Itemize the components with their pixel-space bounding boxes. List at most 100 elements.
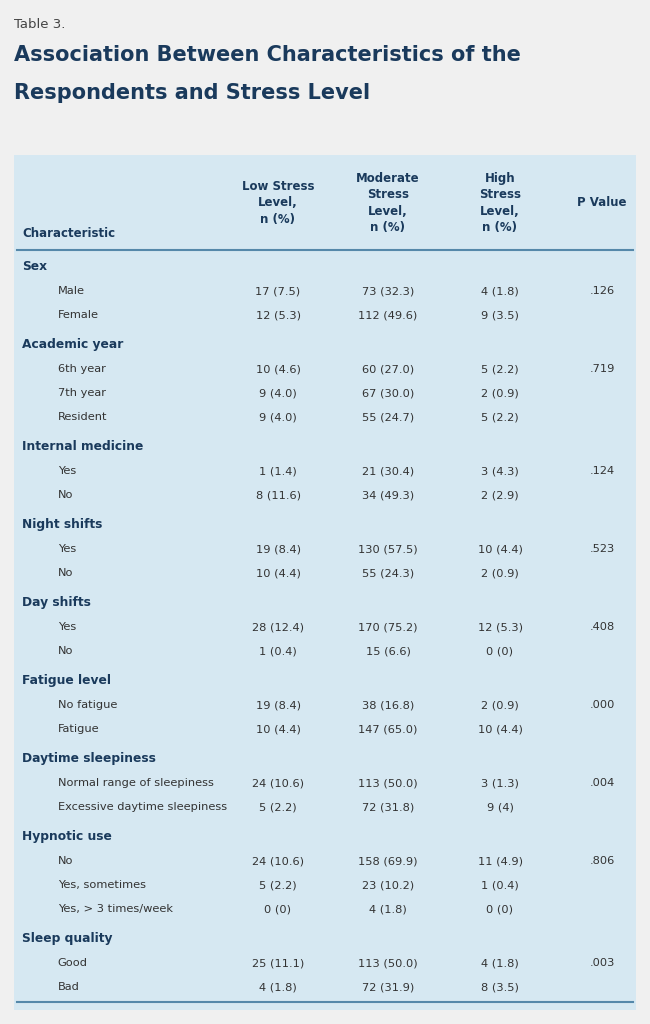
Text: Low Stress
Level,
n (%): Low Stress Level, n (%) <box>242 180 314 226</box>
Text: 113 (50.0): 113 (50.0) <box>358 778 418 788</box>
Text: Male: Male <box>58 286 84 296</box>
Text: Bad: Bad <box>58 982 79 992</box>
Text: 170 (75.2): 170 (75.2) <box>358 622 418 632</box>
Text: 19 (8.4): 19 (8.4) <box>255 700 300 710</box>
Text: 67 (30.0): 67 (30.0) <box>362 388 414 398</box>
Text: Resident: Resident <box>58 412 107 422</box>
Text: 7th year: 7th year <box>58 388 106 398</box>
Text: Sleep quality: Sleep quality <box>22 932 112 945</box>
Text: Moderate
Stress
Level,
n (%): Moderate Stress Level, n (%) <box>356 172 420 234</box>
Text: .523: .523 <box>590 544 615 554</box>
Text: 5 (2.2): 5 (2.2) <box>481 364 519 374</box>
Text: 38 (16.8): 38 (16.8) <box>362 700 414 710</box>
Text: 34 (49.3): 34 (49.3) <box>362 490 414 500</box>
Text: 60 (27.0): 60 (27.0) <box>362 364 414 374</box>
Text: Hypnotic use: Hypnotic use <box>22 830 112 843</box>
Text: Fatigue: Fatigue <box>58 724 99 734</box>
Text: 55 (24.3): 55 (24.3) <box>362 568 414 578</box>
Text: 4 (1.8): 4 (1.8) <box>481 958 519 968</box>
Text: 0 (0): 0 (0) <box>486 904 514 914</box>
Text: 147 (65.0): 147 (65.0) <box>358 724 418 734</box>
Text: No: No <box>58 568 73 578</box>
Text: Yes: Yes <box>58 466 76 476</box>
Text: .000: .000 <box>590 700 615 710</box>
Text: P Value: P Value <box>577 197 627 210</box>
Text: Excessive daytime sleepiness: Excessive daytime sleepiness <box>58 802 227 812</box>
Text: Respondents and Stress Level: Respondents and Stress Level <box>14 83 370 103</box>
Text: 5 (2.2): 5 (2.2) <box>481 412 519 422</box>
Text: .408: .408 <box>590 622 615 632</box>
Text: 21 (30.4): 21 (30.4) <box>362 466 414 476</box>
Text: 28 (12.4): 28 (12.4) <box>252 622 304 632</box>
Text: 158 (69.9): 158 (69.9) <box>358 856 418 866</box>
Text: 72 (31.9): 72 (31.9) <box>362 982 414 992</box>
Text: 2 (0.9): 2 (0.9) <box>481 388 519 398</box>
Text: .806: .806 <box>590 856 615 866</box>
Text: No fatigue: No fatigue <box>58 700 117 710</box>
Text: .004: .004 <box>590 778 615 788</box>
Text: 19 (8.4): 19 (8.4) <box>255 544 300 554</box>
Text: 72 (31.8): 72 (31.8) <box>362 802 414 812</box>
Text: 8 (11.6): 8 (11.6) <box>255 490 300 500</box>
Text: 1 (1.4): 1 (1.4) <box>259 466 297 476</box>
Text: 5 (2.2): 5 (2.2) <box>259 802 297 812</box>
Text: 3 (4.3): 3 (4.3) <box>481 466 519 476</box>
Text: 2 (0.9): 2 (0.9) <box>481 700 519 710</box>
Text: 113 (50.0): 113 (50.0) <box>358 958 418 968</box>
Text: 11 (4.9): 11 (4.9) <box>478 856 523 866</box>
Text: No: No <box>58 490 73 500</box>
Text: 5 (2.2): 5 (2.2) <box>259 880 297 890</box>
Text: Night shifts: Night shifts <box>22 518 103 531</box>
Text: 9 (4.0): 9 (4.0) <box>259 388 297 398</box>
Text: Yes: Yes <box>58 544 76 554</box>
Text: Association Between Characteristics of the: Association Between Characteristics of t… <box>14 45 521 65</box>
Text: Good: Good <box>58 958 88 968</box>
Text: Fatigue level: Fatigue level <box>22 674 111 687</box>
Text: 10 (4.4): 10 (4.4) <box>255 568 300 578</box>
Text: 6th year: 6th year <box>58 364 105 374</box>
Text: Yes, sometimes: Yes, sometimes <box>58 880 146 890</box>
Text: Sex: Sex <box>22 260 47 273</box>
Text: 10 (4.4): 10 (4.4) <box>478 544 523 554</box>
Text: Day shifts: Day shifts <box>22 596 91 609</box>
Text: Normal range of sleepiness: Normal range of sleepiness <box>58 778 214 788</box>
Text: 3 (1.3): 3 (1.3) <box>481 778 519 788</box>
Text: 15 (6.6): 15 (6.6) <box>365 646 410 656</box>
Text: 25 (11.1): 25 (11.1) <box>252 958 304 968</box>
Text: No: No <box>58 646 73 656</box>
Text: 2 (2.9): 2 (2.9) <box>481 490 519 500</box>
Text: 2 (0.9): 2 (0.9) <box>481 568 519 578</box>
Text: 9 (4.0): 9 (4.0) <box>259 412 297 422</box>
Text: .719: .719 <box>590 364 615 374</box>
Text: 4 (1.8): 4 (1.8) <box>481 286 519 296</box>
Text: 10 (4.6): 10 (4.6) <box>255 364 300 374</box>
Text: Yes: Yes <box>58 622 76 632</box>
Text: Academic year: Academic year <box>22 338 124 351</box>
Text: .124: .124 <box>590 466 614 476</box>
Text: 130 (57.5): 130 (57.5) <box>358 544 418 554</box>
Text: 0 (0): 0 (0) <box>486 646 514 656</box>
Text: 23 (10.2): 23 (10.2) <box>362 880 414 890</box>
Text: 112 (49.6): 112 (49.6) <box>358 310 417 319</box>
Text: Characteristic: Characteristic <box>22 227 115 240</box>
Text: 24 (10.6): 24 (10.6) <box>252 778 304 788</box>
Bar <box>14 155 636 1010</box>
Text: Daytime sleepiness: Daytime sleepiness <box>22 752 156 765</box>
Text: 55 (24.7): 55 (24.7) <box>362 412 414 422</box>
Text: 10 (4.4): 10 (4.4) <box>255 724 300 734</box>
Text: 9 (3.5): 9 (3.5) <box>481 310 519 319</box>
Text: Female: Female <box>58 310 99 319</box>
Text: 73 (32.3): 73 (32.3) <box>362 286 414 296</box>
Text: No: No <box>58 856 73 866</box>
Text: 1 (0.4): 1 (0.4) <box>481 880 519 890</box>
Text: 4 (1.8): 4 (1.8) <box>369 904 407 914</box>
Text: 10 (4.4): 10 (4.4) <box>478 724 523 734</box>
Text: 12 (5.3): 12 (5.3) <box>478 622 523 632</box>
Text: 12 (5.3): 12 (5.3) <box>255 310 300 319</box>
Text: 4 (1.8): 4 (1.8) <box>259 982 297 992</box>
Text: High
Stress
Level,
n (%): High Stress Level, n (%) <box>479 172 521 234</box>
Text: .126: .126 <box>590 286 614 296</box>
Text: 1 (0.4): 1 (0.4) <box>259 646 297 656</box>
Text: 24 (10.6): 24 (10.6) <box>252 856 304 866</box>
Text: Yes, > 3 times/week: Yes, > 3 times/week <box>58 904 173 914</box>
